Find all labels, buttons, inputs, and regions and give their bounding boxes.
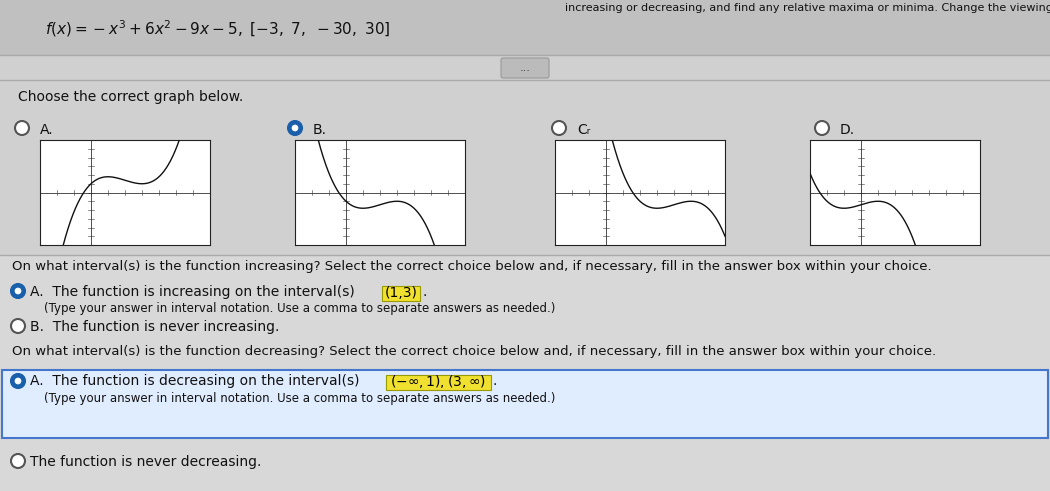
Text: B.: B. — [313, 123, 327, 137]
Text: Cᵣ: Cᵣ — [578, 123, 590, 137]
Text: .: . — [494, 374, 498, 388]
Circle shape — [10, 454, 25, 468]
Circle shape — [15, 121, 29, 135]
Bar — [386, 375, 491, 390]
Text: A.: A. — [40, 123, 54, 137]
Text: (Type your answer in interval notation. Use a comma to separate answers as neede: (Type your answer in interval notation. … — [44, 392, 555, 405]
Circle shape — [10, 374, 25, 388]
Text: (1,3): (1,3) — [384, 286, 418, 300]
Text: The function is never decreasing.: The function is never decreasing. — [30, 455, 261, 469]
Bar — [0, 255, 1050, 491]
Text: (Type your answer in interval notation. Use a comma to separate answers as neede: (Type your answer in interval notation. … — [44, 302, 555, 315]
Bar — [2, 370, 1048, 438]
Circle shape — [15, 288, 21, 294]
Circle shape — [10, 319, 25, 333]
Circle shape — [815, 121, 830, 135]
Circle shape — [292, 125, 298, 131]
Circle shape — [288, 121, 302, 135]
Text: $f(x)=-x^3+6x^2-9x-5,\ [-3,\ 7,\ -30,\ 30]$: $f(x)=-x^3+6x^2-9x-5,\ [-3,\ 7,\ -30,\ 3… — [45, 18, 391, 39]
Text: On what interval(s) is the function increasing? Select the correct choice below : On what interval(s) is the function incr… — [12, 260, 931, 273]
Text: On what interval(s) is the function decreasing? Select the correct choice below : On what interval(s) is the function decr… — [12, 345, 937, 358]
Text: increasing or decreasing, and find any relative maxima or minima. Change the vie: increasing or decreasing, and find any r… — [565, 3, 1050, 13]
Text: D.: D. — [840, 123, 855, 137]
Text: Choose the correct graph below.: Choose the correct graph below. — [18, 90, 244, 104]
Circle shape — [552, 121, 566, 135]
Bar — [0, 0, 1050, 55]
Text: B.  The function is never increasing.: B. The function is never increasing. — [30, 320, 279, 334]
Text: $(-\infty,1),(3,\infty)$: $(-\infty,1),(3,\infty)$ — [391, 374, 486, 390]
Bar — [382, 286, 420, 301]
Text: A.  The function is increasing on the interval(s): A. The function is increasing on the int… — [30, 285, 359, 299]
FancyBboxPatch shape — [501, 58, 549, 78]
Text: ...: ... — [520, 63, 530, 73]
Text: .: . — [422, 285, 426, 299]
Text: A.  The function is decreasing on the interval(s): A. The function is decreasing on the int… — [30, 374, 364, 388]
Circle shape — [15, 378, 21, 384]
Circle shape — [10, 284, 25, 298]
